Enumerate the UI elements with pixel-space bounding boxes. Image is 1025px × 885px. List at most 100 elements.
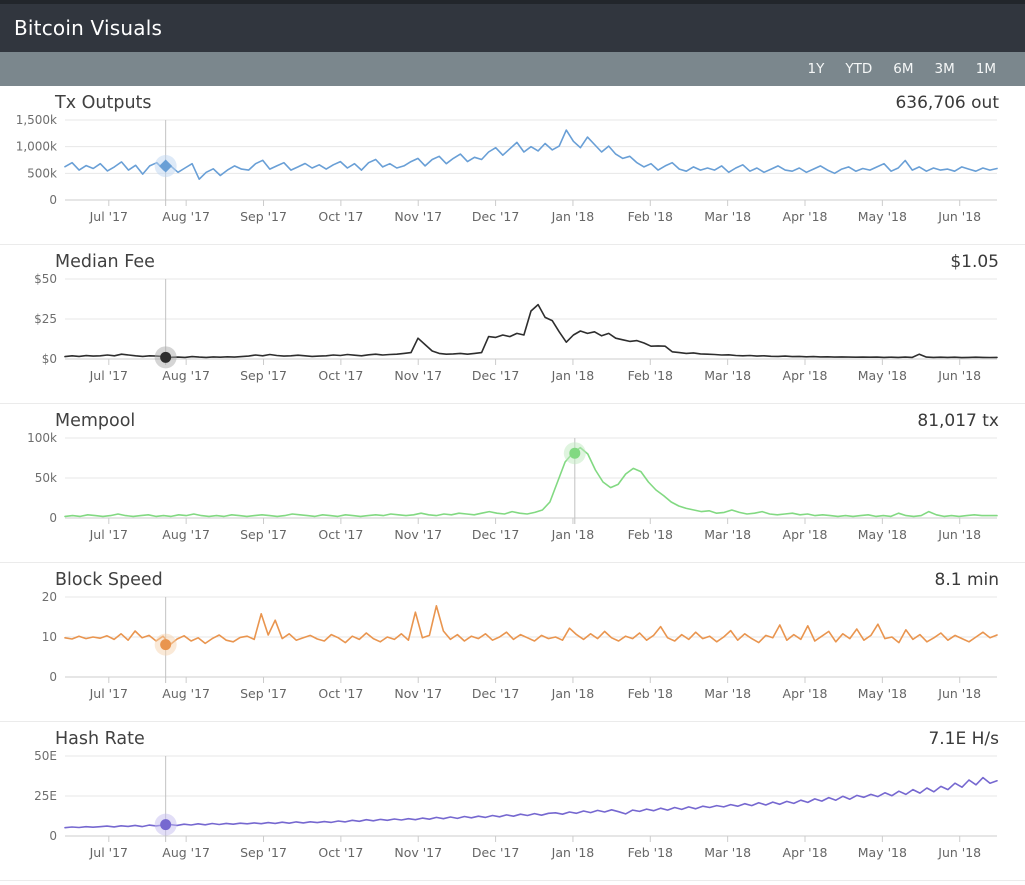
x-axis-label: Jan '18 — [551, 527, 595, 542]
x-axis-label: Aug '17 — [162, 368, 210, 383]
y-axis-label: 0 — [49, 670, 57, 684]
x-axis: Jul '17 Aug '17 Sep '17 Oct '17 Nov '17 Dec '… — [89, 200, 981, 224]
chart-title: Mempool — [55, 411, 136, 431]
chart-section-mempool: Mempool 81,017 tx 0 50k 100k Jul '17 Aug '17… — [0, 404, 1025, 563]
median-fee-plot[interactable]: $0 $25 $50 Jul '17 Aug '17 Sep '17 Oct '17 Nov … — [0, 272, 1025, 389]
x-axis: Jul '17 Aug '17 Sep '17 Oct '17 Nov '17 Dec '… — [89, 359, 981, 383]
x-axis-label: May '18 — [858, 527, 907, 542]
y-axis-label: 500k — [27, 166, 57, 180]
x-axis-label: Apr '18 — [783, 368, 828, 383]
hover-marker — [160, 639, 172, 651]
x-axis: Jul '17 Aug '17 Sep '17 Oct '17 Nov '17 Dec '… — [89, 677, 981, 701]
x-axis-label: Jul '17 — [89, 845, 128, 860]
x-axis-label: Sep '17 — [240, 368, 287, 383]
x-axis-label: Aug '17 — [162, 845, 210, 860]
x-axis-label: Nov '17 — [394, 209, 442, 224]
x-axis-label: Apr '18 — [783, 527, 828, 542]
chart-section-block-speed: Block Speed 8.1 min 0 10 20 Jul '17 Aug '17 S… — [0, 563, 1025, 722]
series-line — [64, 446, 998, 518]
x-axis-label: Apr '18 — [783, 845, 828, 860]
x-axis-label: Aug '17 — [162, 527, 210, 542]
x-axis-label: Dec '17 — [472, 686, 520, 701]
x-axis-label: Oct '17 — [318, 209, 363, 224]
x-axis-label: Apr '18 — [783, 686, 828, 701]
x-axis-label: Aug '17 — [162, 209, 210, 224]
x-axis-label: Jan '18 — [551, 209, 595, 224]
hover-marker — [569, 447, 581, 459]
x-axis-label: Jun '18 — [937, 845, 981, 860]
x-axis-label: Dec '17 — [472, 368, 520, 383]
x-axis-label: Sep '17 — [240, 845, 287, 860]
x-axis-label: Nov '17 — [394, 686, 442, 701]
x-axis-label: Jun '18 — [937, 527, 981, 542]
chart-current-value: 81,017 tx — [917, 411, 999, 431]
chart-title: Hash Rate — [55, 729, 145, 749]
x-axis-label: Jun '18 — [937, 368, 981, 383]
x-axis-label: Dec '17 — [472, 845, 520, 860]
x-axis-label: Nov '17 — [394, 527, 442, 542]
y-axis-label: $50 — [34, 272, 57, 286]
x-axis: Jul '17 Aug '17 Sep '17 Oct '17 Nov '17 Dec '… — [89, 518, 981, 542]
chart-section-hash-rate: Hash Rate 7.1E H/s 0 25E 50E Jul '17 Aug '17… — [0, 722, 1025, 881]
app-title: Bitcoin Visuals — [14, 16, 163, 40]
y-axis-label: 100k — [27, 431, 57, 445]
block-speed-plot[interactable]: 0 10 20 Jul '17 Aug '17 Sep '17 Oct '17 Nov '17… — [0, 590, 1025, 707]
app-header: Bitcoin Visuals — [0, 0, 1025, 52]
x-axis-label: Oct '17 — [318, 527, 363, 542]
x-axis-label: Feb '18 — [628, 209, 673, 224]
x-axis-label: Aug '17 — [162, 686, 210, 701]
chart-current-value: 636,706 out — [895, 93, 999, 113]
y-axis-label: 20 — [42, 590, 57, 604]
x-axis-label: Nov '17 — [394, 368, 442, 383]
hash-rate-plot[interactable]: 0 25E 50E Jul '17 Aug '17 Sep '17 Oct '17 Nov '… — [0, 749, 1025, 866]
y-axis-label: $0 — [42, 352, 57, 366]
range-button-1m[interactable]: 1M — [975, 61, 996, 77]
x-axis: Jul '17 Aug '17 Sep '17 Oct '17 Nov '17 Dec '… — [89, 836, 981, 860]
y-gridlines: 0 10 20 — [42, 590, 997, 684]
chart-header: Tx Outputs 636,706 out — [0, 88, 1025, 118]
x-axis-label: Jul '17 — [89, 527, 128, 542]
mempool-plot[interactable]: 0 50k 100k Jul '17 Aug '17 Sep '17 Oct '17 Nov … — [0, 431, 1025, 548]
x-axis-label: Feb '18 — [628, 686, 673, 701]
chart-header: Mempool 81,017 tx — [0, 406, 1025, 436]
x-axis-label: Oct '17 — [318, 368, 363, 383]
x-axis-label: Mar '18 — [704, 527, 751, 542]
charts-main: Tx Outputs 636,706 out 0 500k 1,000k 1,500k… — [0, 86, 1025, 881]
chart-section-tx-outputs: Tx Outputs 636,706 out 0 500k 1,000k 1,500k… — [0, 86, 1025, 245]
x-axis-label: Dec '17 — [472, 209, 520, 224]
chart-header: Median Fee $1.05 — [0, 247, 1025, 277]
hover-marker — [160, 819, 172, 831]
x-axis-label: Jan '18 — [551, 686, 595, 701]
hover-marker — [159, 159, 173, 173]
tx-outputs-plot[interactable]: 0 500k 1,000k 1,500k Jul '17 Aug '17 Sep '17 Oc… — [0, 113, 1025, 230]
y-axis-label: 0 — [49, 193, 57, 207]
series-line — [64, 776, 998, 829]
y-axis-label: 0 — [49, 829, 57, 843]
x-axis-label: Feb '18 — [628, 527, 673, 542]
time-range-toolbar: 1Y YTD 6M 3M 1M — [0, 52, 1025, 86]
x-axis-label: Oct '17 — [318, 686, 363, 701]
y-axis-label: $25 — [34, 312, 57, 326]
x-axis-label: Nov '17 — [394, 845, 442, 860]
x-axis-label: Jun '18 — [937, 209, 981, 224]
x-axis-label: Jun '18 — [937, 686, 981, 701]
range-button-1y[interactable]: 1Y — [807, 61, 825, 77]
series-line — [64, 129, 998, 181]
chart-header: Block Speed 8.1 min — [0, 565, 1025, 595]
series-line — [64, 303, 998, 359]
x-axis-label: Mar '18 — [704, 845, 751, 860]
series-line — [64, 605, 998, 646]
y-gridlines: $0 $25 $50 — [34, 272, 997, 366]
x-axis-label: Sep '17 — [240, 209, 287, 224]
x-axis-label: Jul '17 — [89, 686, 128, 701]
range-button-6m[interactable]: 6M — [893, 61, 914, 77]
range-button-ytd[interactable]: YTD — [845, 61, 873, 77]
x-axis-label: Mar '18 — [704, 686, 751, 701]
range-button-3m[interactable]: 3M — [934, 61, 955, 77]
y-axis-label: 25E — [34, 789, 57, 803]
y-axis-label: 1,000k — [16, 140, 57, 154]
x-axis-label: Feb '18 — [628, 845, 673, 860]
chart-current-value: 7.1E H/s — [928, 729, 999, 749]
hover-marker — [160, 351, 172, 363]
y-axis-label: 50E — [34, 749, 57, 763]
